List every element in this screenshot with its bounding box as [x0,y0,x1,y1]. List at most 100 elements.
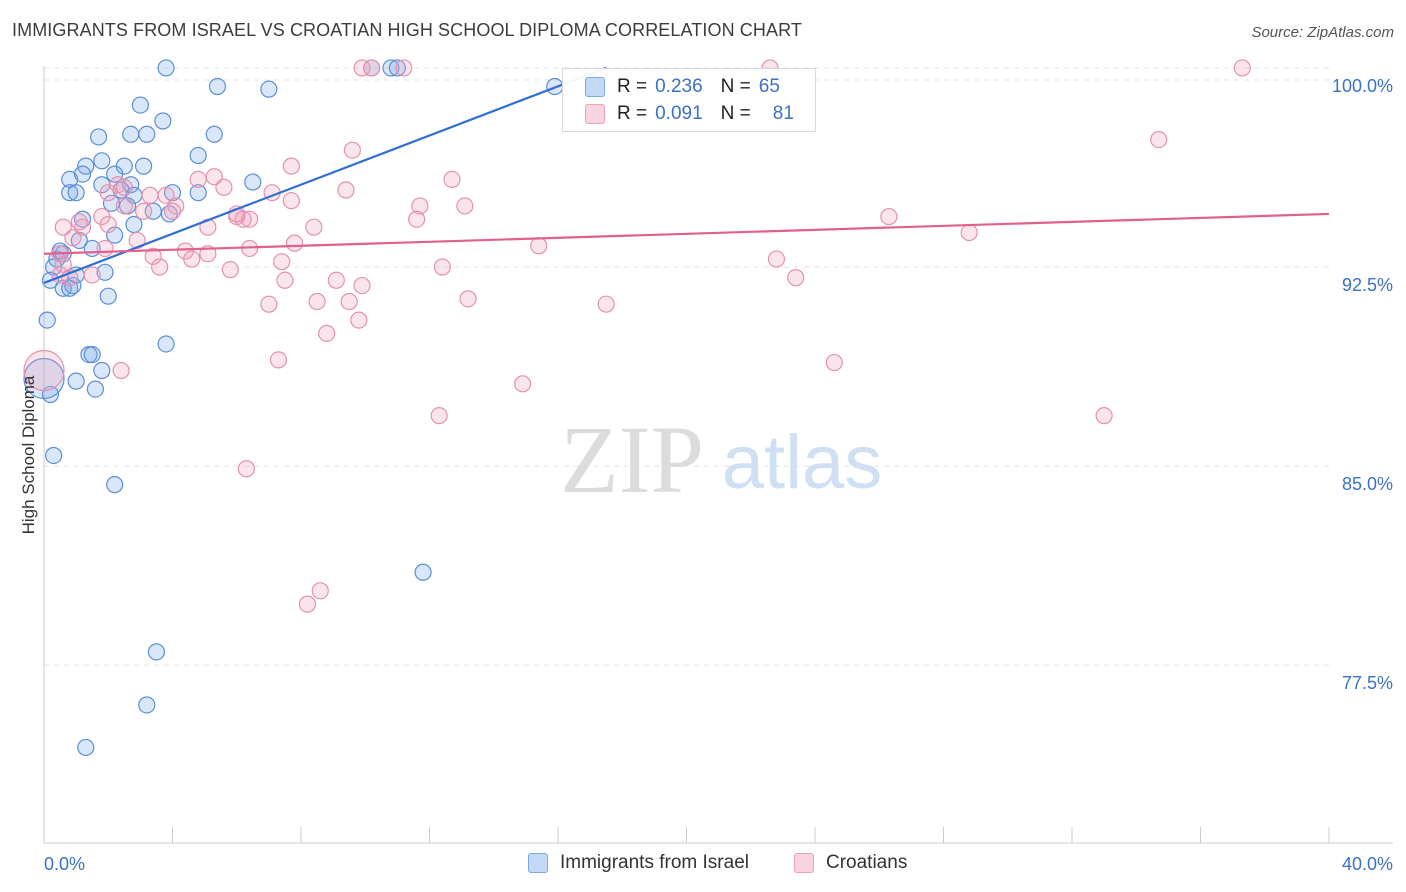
data-point [237,460,255,478]
data-point [880,207,898,226]
data-point [99,287,117,305]
r-label: R = [617,76,648,97]
data-point [311,582,329,600]
data-point [70,213,88,231]
data-point [96,239,114,258]
data-point [106,226,124,244]
data-point [134,157,153,175]
chart-title: IMMIGRANTS FROM ISRAEL VS CROATIAN HIGH … [12,20,802,40]
data-point [138,125,156,143]
data-point [83,345,101,364]
stats-legend: R = 0.236 N = 65 R = 0.091 N = 81 [562,68,816,132]
data-point [99,184,117,202]
data-point [825,353,843,372]
data-point [411,197,429,215]
data-point [61,184,79,202]
data-point [67,184,85,202]
legend-label: Croatians [826,852,908,873]
data-point [241,210,259,228]
trend-line [43,66,607,284]
data-point [260,295,278,313]
tick-labels: 77.5% 85.0% 92.5% 100.0% 0.0% 40.0% [44,76,1393,874]
data-point [388,59,406,77]
data-point [215,178,233,196]
stats-row-croatians: R = 0.091 N = 81 [585,101,794,127]
data-point [67,372,85,390]
data-point [54,279,72,297]
data-point [99,215,117,234]
data-point [514,375,532,393]
data-point [125,215,143,234]
data-point [269,351,288,369]
data-point [430,407,448,425]
data-point [163,202,182,220]
data-point [83,266,101,284]
series-legend: Immigrants from Israel Croatians [0,852,1406,878]
watermark-atlas: atlas [722,420,883,505]
data-point [308,292,326,311]
y-tick-label: 92.5% [1342,275,1393,295]
data-point [205,125,223,143]
x-tick-label: 0.0% [44,854,85,874]
data-point [93,361,111,380]
legend-item-croatians[interactable]: Croatians [794,852,907,874]
watermark-zip: ZIP [560,406,704,513]
data-point [154,112,172,130]
data-point [353,276,371,295]
data-point [64,229,82,247]
y-axis-label: High School Diploma [19,375,38,534]
data-point [530,237,548,255]
y-tick-label: 85.0% [1342,474,1393,494]
stats-row-israel: R = 0.236 N = 65 [585,74,780,100]
israel-swatch [528,853,548,873]
data-point [45,446,63,465]
data-points [23,59,1251,757]
trend-lines [43,66,1330,284]
data-point [363,59,381,77]
data-point [260,80,278,98]
data-point [327,271,345,289]
data-point [54,255,72,273]
data-point [350,311,368,329]
data-point [115,197,133,215]
data-point [189,170,207,189]
x-tick-label: 40.0% [1342,854,1393,874]
grid-lines [44,67,1329,666]
data-point [157,59,175,77]
data-point [38,311,56,329]
data-point [151,258,169,276]
data-point [337,181,355,199]
data-point [93,152,111,170]
data-point [298,595,317,613]
data-point [122,125,140,143]
r-value: 0.236 [655,76,703,97]
data-point [1150,130,1168,149]
n-value: 65 [758,76,780,97]
data-point [273,253,291,271]
n-value: 81 [772,103,794,124]
data-point [408,210,426,228]
data-point [282,192,300,210]
data-point [183,250,201,268]
data-point [189,184,207,202]
data-point [115,178,133,196]
data-point [157,335,175,353]
data-point [1095,407,1113,425]
croatians-swatch [585,104,605,124]
legend-item-israel[interactable]: Immigrants from Israel [528,852,749,874]
data-point [77,738,95,757]
n-label: N = [720,103,751,124]
data-point [167,197,185,215]
legend-label: Immigrants from Israel [560,852,749,873]
y-tick-label: 77.5% [1342,673,1393,693]
data-point [73,218,92,236]
data-point [112,361,130,380]
data-point [787,269,805,287]
data-point [90,128,108,146]
data-point [86,380,105,398]
data-point [96,263,114,281]
data-point [131,96,149,114]
israel-swatch [585,77,605,97]
data-point [395,59,413,77]
